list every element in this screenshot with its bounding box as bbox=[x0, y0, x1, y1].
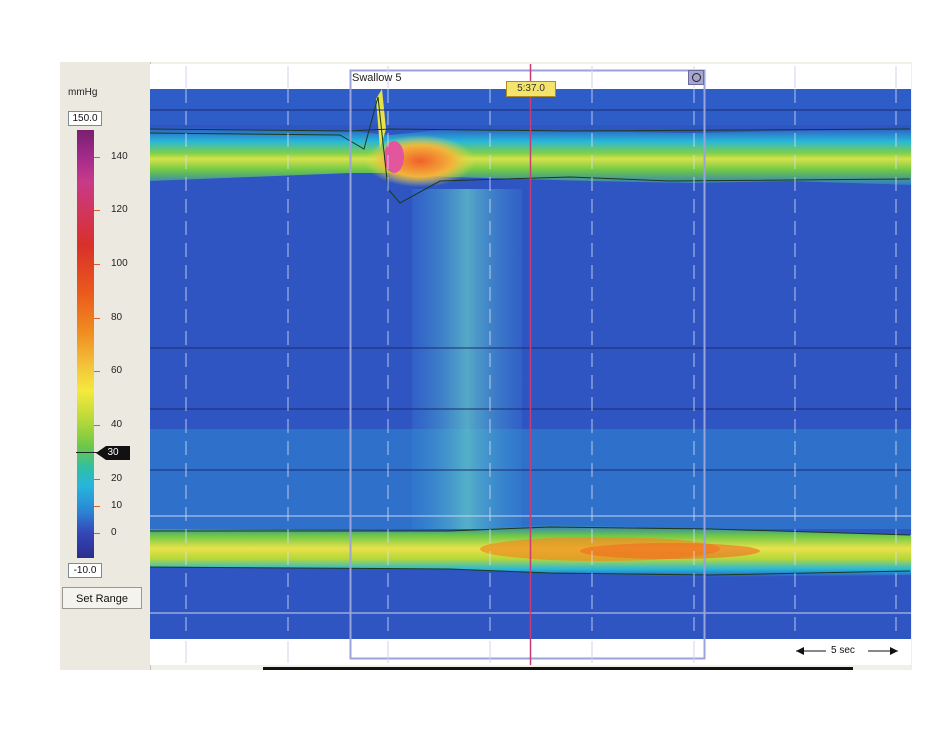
horizontal-scrollbar[interactable] bbox=[263, 667, 853, 670]
isobar-marker[interactable]: 30 bbox=[96, 446, 130, 460]
colorbar-tick bbox=[94, 210, 100, 211]
colorbar-tick-label: 0 bbox=[111, 527, 117, 538]
colorbar-tick-label: 60 bbox=[111, 365, 123, 376]
cursor-time-tag[interactable]: 5:37.0 bbox=[506, 81, 556, 97]
colorbar-tick-label: 100 bbox=[111, 258, 128, 269]
isobar-marker-line bbox=[76, 452, 98, 453]
colorbar-tick-label: 80 bbox=[111, 312, 123, 323]
pressure-colorbar bbox=[77, 130, 94, 558]
colorbar-tick-label: 20 bbox=[111, 473, 123, 484]
colorbar-tick bbox=[94, 533, 100, 534]
range-max-field[interactable]: 150.0 bbox=[68, 111, 102, 126]
colorbar-tick-label: 40 bbox=[111, 419, 123, 430]
pressure-topography-plot[interactable] bbox=[150, 89, 911, 639]
colorbar-tick bbox=[94, 318, 100, 319]
time-scale-label: 5 sec bbox=[831, 645, 855, 656]
colorbar-tick bbox=[94, 157, 100, 158]
colorbar-tick-label: 120 bbox=[111, 204, 128, 215]
topography-svg bbox=[150, 89, 911, 639]
colorbar-tick-label: 10 bbox=[111, 500, 123, 511]
colorbar-panel bbox=[60, 62, 151, 670]
range-min-field[interactable]: -10.0 bbox=[68, 563, 102, 578]
set-range-button[interactable]: Set Range bbox=[62, 587, 142, 609]
swallow-title: Swallow 5 bbox=[352, 72, 402, 84]
colorbar-tick bbox=[94, 506, 100, 507]
colorbar-tick bbox=[94, 425, 100, 426]
colorbar-tick bbox=[94, 264, 100, 265]
unit-label: mmHg bbox=[68, 87, 98, 98]
colorbar-tick-label: 140 bbox=[111, 151, 128, 162]
colorbar-tick bbox=[94, 479, 100, 480]
time-ruler-bottom bbox=[150, 639, 911, 665]
colorbar-tick bbox=[94, 371, 100, 372]
swallow-box-handle-icon[interactable] bbox=[688, 70, 704, 85]
